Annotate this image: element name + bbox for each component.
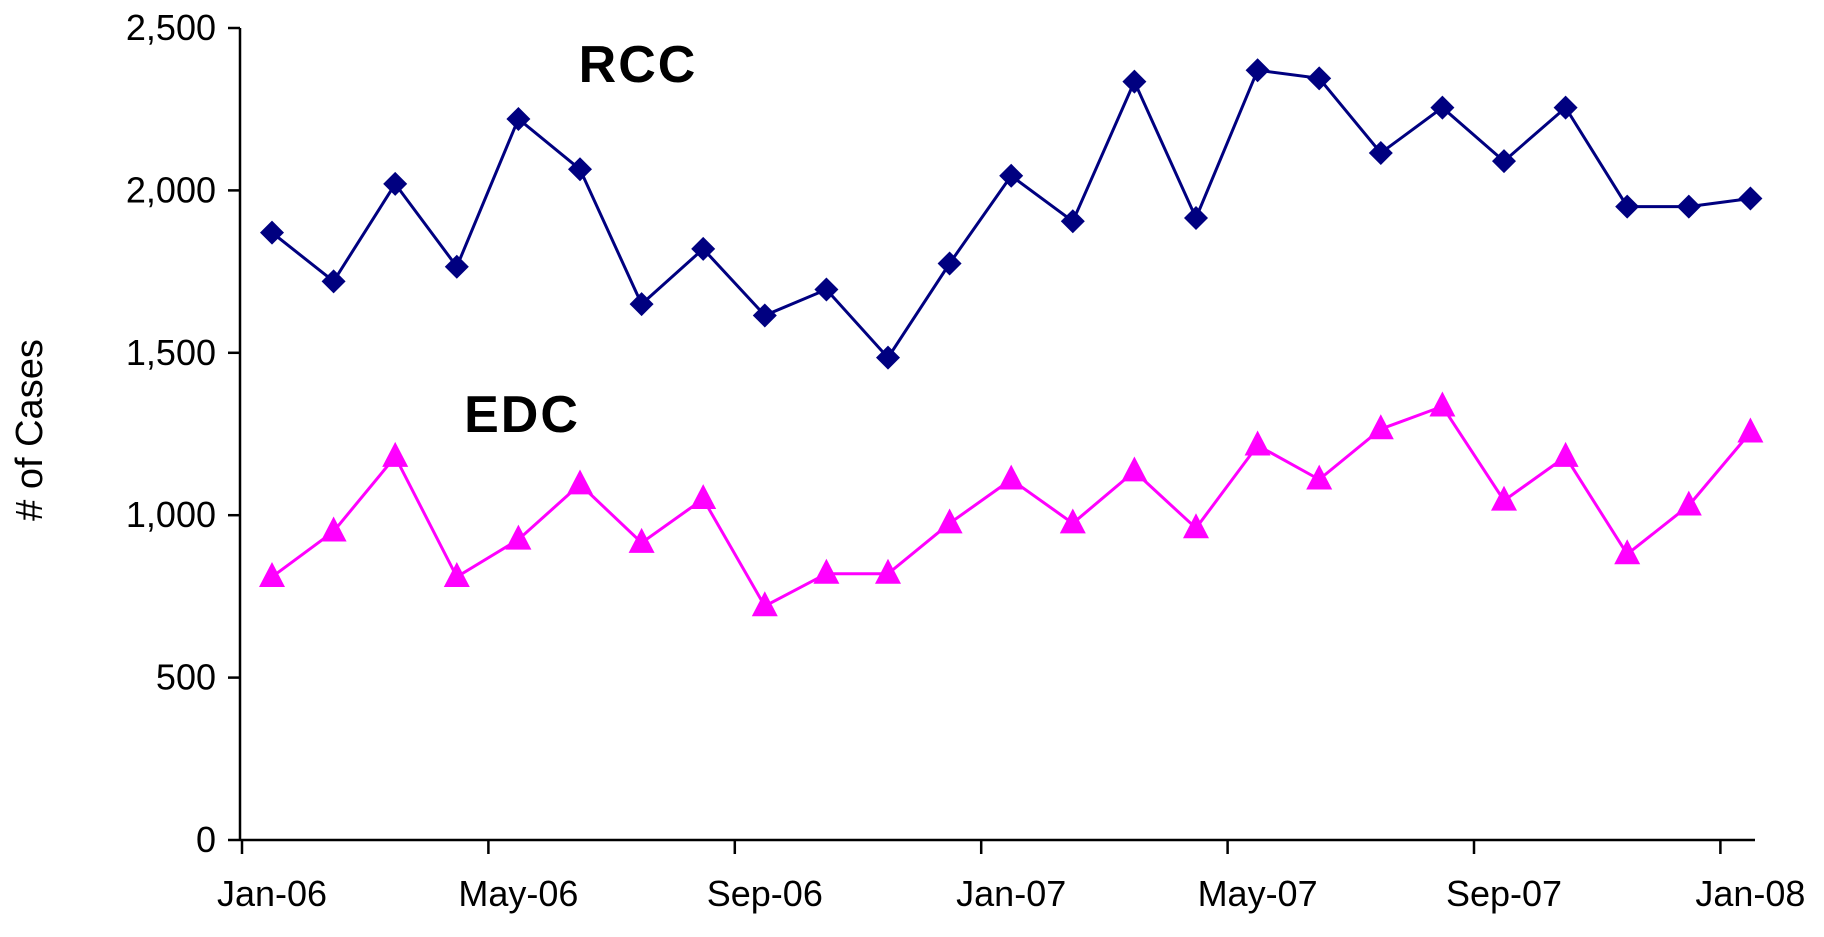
data-point — [1553, 95, 1578, 120]
data-point — [690, 484, 717, 510]
data-point — [752, 303, 777, 328]
data-point — [1675, 490, 1702, 516]
data-point — [813, 558, 840, 584]
y-tick-label: 2,500 — [126, 7, 216, 48]
data-point — [1492, 149, 1516, 174]
series-edc — [259, 391, 1764, 617]
y-axis-title: # of Cases — [9, 339, 51, 521]
x-tick-label: Jan-07 — [956, 873, 1066, 914]
y-tick-label: 500 — [156, 657, 216, 698]
data-point — [1306, 464, 1333, 490]
data-point — [1244, 430, 1271, 456]
data-point — [260, 220, 284, 245]
data-point — [1060, 209, 1085, 234]
data-point — [999, 163, 1024, 188]
y-tick-label: 1,500 — [126, 332, 216, 373]
data-point — [1183, 513, 1209, 539]
x-tick-label: May-07 — [1198, 873, 1318, 914]
data-point — [691, 236, 716, 261]
series-layer — [259, 58, 1764, 617]
data-point — [1552, 441, 1579, 467]
data-point — [1368, 141, 1393, 166]
series-line-rcc — [271, 68, 1751, 361]
y-tick-label: 2,000 — [126, 169, 216, 210]
data-point — [751, 591, 778, 617]
data-point — [1430, 95, 1455, 120]
series-rcc — [260, 58, 1763, 370]
y-tick-label: 1,000 — [126, 494, 216, 535]
data-point — [628, 527, 655, 553]
data-point — [444, 254, 469, 279]
series-label-rcc: RCC — [579, 36, 698, 94]
data-point — [1121, 456, 1148, 482]
series-label-edc: EDC — [464, 386, 580, 444]
data-point — [1737, 417, 1764, 443]
data-point — [321, 269, 346, 294]
x-tick-label: May-06 — [458, 873, 578, 914]
data-point — [259, 562, 285, 587]
data-point — [1307, 66, 1332, 91]
x-tick-label: Jan-08 — [1695, 873, 1805, 914]
data-point — [443, 562, 470, 587]
y-tick-label: 0 — [196, 819, 216, 860]
data-point — [567, 469, 593, 495]
data-point — [1059, 508, 1086, 534]
x-tick-label: Jan-06 — [217, 873, 327, 914]
data-point — [1245, 58, 1270, 83]
data-point — [1614, 539, 1641, 565]
data-point — [1367, 414, 1394, 440]
data-point — [937, 251, 962, 276]
axes-layer: 0 500 1,000 1,500 2,000 2,500 Jan-06 May-06 Sep-… — [126, 7, 1806, 914]
data-point — [1122, 69, 1147, 94]
data-point — [505, 524, 532, 550]
data-point — [936, 508, 963, 534]
data-point — [814, 277, 839, 302]
data-point — [1491, 485, 1517, 511]
data-point — [1429, 391, 1456, 417]
data-point — [1184, 206, 1208, 231]
data-point — [1615, 194, 1640, 219]
x-tick-label: Sep-06 — [707, 873, 823, 914]
data-point — [1676, 194, 1701, 219]
data-point — [875, 558, 901, 584]
data-point — [629, 292, 654, 317]
data-point — [568, 157, 592, 182]
x-tick-label: Sep-07 — [1446, 873, 1562, 914]
data-point — [1738, 186, 1763, 211]
data-point — [382, 441, 409, 467]
data-point — [383, 171, 408, 196]
data-point — [320, 516, 347, 542]
data-point — [506, 106, 531, 131]
data-point — [998, 464, 1025, 490]
data-point — [876, 345, 900, 370]
